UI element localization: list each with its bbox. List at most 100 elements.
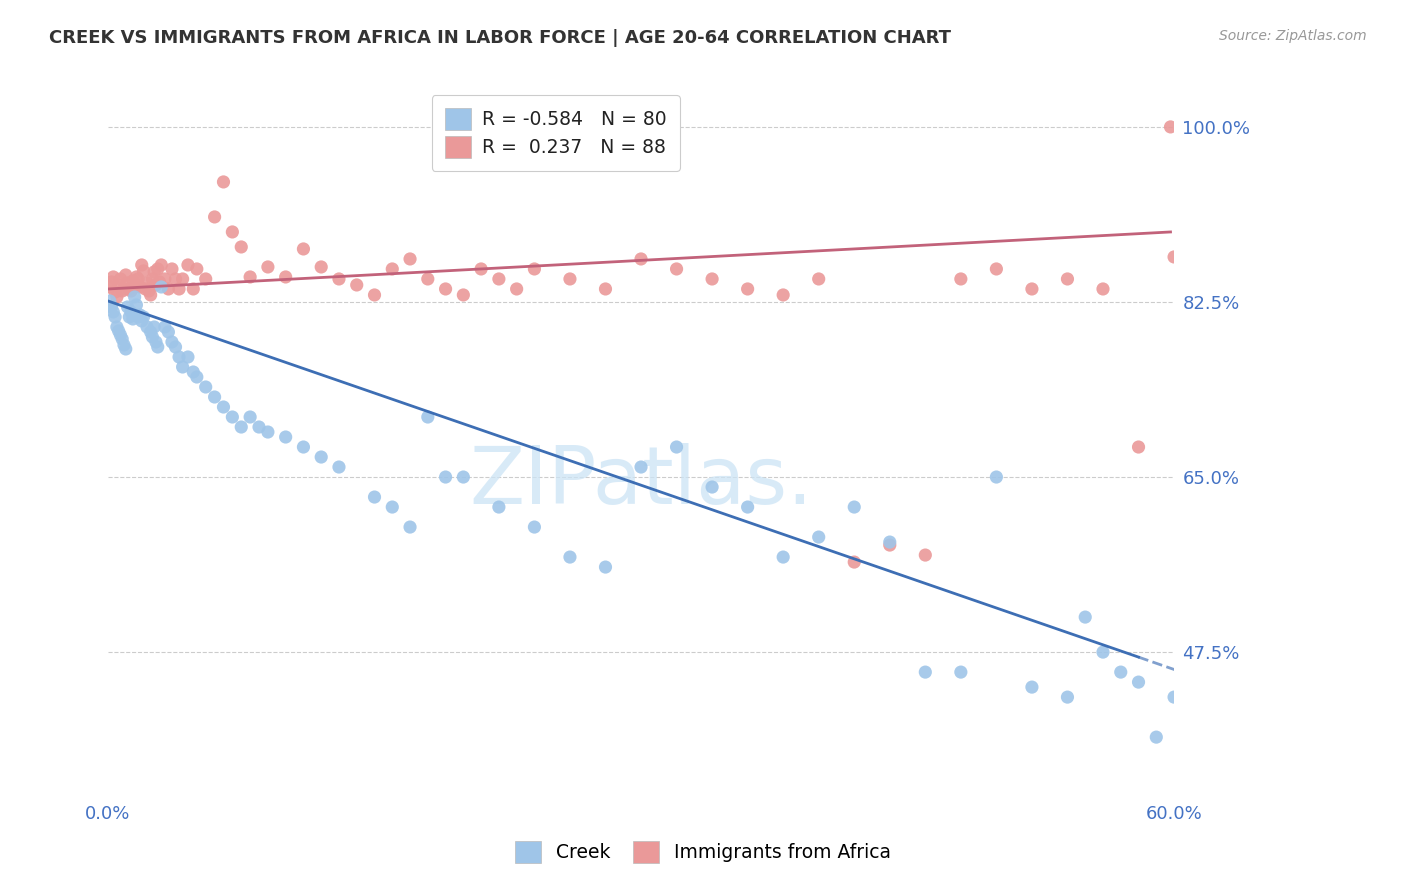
Point <box>665 262 688 277</box>
Point <box>488 272 510 286</box>
Point <box>1021 282 1043 296</box>
Point <box>1144 730 1167 744</box>
Point <box>186 262 208 277</box>
Point <box>416 272 439 286</box>
Point <box>150 280 173 294</box>
Point <box>131 314 153 328</box>
Point <box>595 282 617 296</box>
Point <box>117 300 139 314</box>
Point <box>204 210 226 224</box>
Point <box>239 410 262 425</box>
Point <box>212 400 235 414</box>
Point <box>328 272 350 286</box>
Point <box>177 350 200 364</box>
Point <box>153 272 176 286</box>
Point <box>346 277 368 292</box>
Point <box>118 282 141 296</box>
Point <box>110 328 132 343</box>
Point <box>194 380 217 394</box>
Point <box>1181 700 1204 714</box>
Point <box>172 359 194 374</box>
Point <box>146 340 169 354</box>
Point <box>1198 710 1220 724</box>
Point <box>737 500 759 514</box>
Point <box>145 334 167 349</box>
Point <box>127 310 149 324</box>
Point <box>363 490 385 504</box>
Point <box>470 262 492 277</box>
Point <box>1270 280 1292 294</box>
Point <box>194 272 217 286</box>
Point <box>309 450 332 464</box>
Point <box>665 440 688 454</box>
Point <box>700 272 723 286</box>
Point <box>160 262 183 277</box>
Point <box>136 276 159 290</box>
Point <box>100 275 122 289</box>
Point <box>167 282 190 296</box>
Point <box>1109 665 1132 679</box>
Point <box>172 272 194 286</box>
Point <box>165 340 187 354</box>
Text: Source: ZipAtlas.com: Source: ZipAtlas.com <box>1219 29 1367 43</box>
Point <box>1234 270 1257 285</box>
Point <box>129 280 152 294</box>
Point <box>157 325 180 339</box>
Point <box>523 520 546 534</box>
Point <box>136 320 159 334</box>
Point <box>986 262 1008 277</box>
Point <box>148 275 170 289</box>
Point <box>143 320 166 334</box>
Point <box>844 500 866 514</box>
Point <box>453 288 475 302</box>
Point <box>145 277 167 292</box>
Point <box>98 293 121 308</box>
Point <box>134 282 156 296</box>
Point <box>1163 690 1185 705</box>
Point <box>138 284 160 298</box>
Point <box>124 290 146 304</box>
Text: ZIPatlas.: ZIPatlas. <box>470 443 813 522</box>
Point <box>167 350 190 364</box>
Point <box>181 365 204 379</box>
Point <box>186 370 208 384</box>
Point <box>103 305 125 319</box>
Point <box>772 550 794 565</box>
Point <box>121 274 143 288</box>
Point <box>328 460 350 475</box>
Point <box>363 288 385 302</box>
Point <box>1305 262 1327 277</box>
Point <box>231 240 253 254</box>
Point <box>221 225 243 239</box>
Point <box>100 300 122 314</box>
Point <box>120 284 142 298</box>
Point <box>157 282 180 296</box>
Point <box>104 310 127 324</box>
Legend: R = -0.584   N = 80, R =  0.237   N = 88: R = -0.584 N = 80, R = 0.237 N = 88 <box>432 95 681 171</box>
Point <box>630 460 652 475</box>
Point <box>453 470 475 484</box>
Point <box>150 258 173 272</box>
Point <box>132 310 155 324</box>
Point <box>399 520 422 534</box>
Point <box>141 330 163 344</box>
Point <box>146 262 169 277</box>
Point <box>807 272 830 286</box>
Point <box>949 272 972 286</box>
Point <box>1091 282 1114 296</box>
Point <box>257 425 280 439</box>
Text: CREEK VS IMMIGRANTS FROM AFRICA IN LABOR FORCE | AGE 20-64 CORRELATION CHART: CREEK VS IMMIGRANTS FROM AFRICA IN LABOR… <box>49 29 952 46</box>
Point <box>111 284 134 298</box>
Point <box>700 480 723 494</box>
Point <box>107 324 129 338</box>
Point <box>772 288 794 302</box>
Point <box>434 470 457 484</box>
Point <box>125 270 148 285</box>
Point <box>488 500 510 514</box>
Point <box>1091 645 1114 659</box>
Point <box>1128 675 1150 690</box>
Point <box>105 320 128 334</box>
Point <box>1160 120 1182 134</box>
Point <box>257 260 280 274</box>
Point <box>381 262 404 277</box>
